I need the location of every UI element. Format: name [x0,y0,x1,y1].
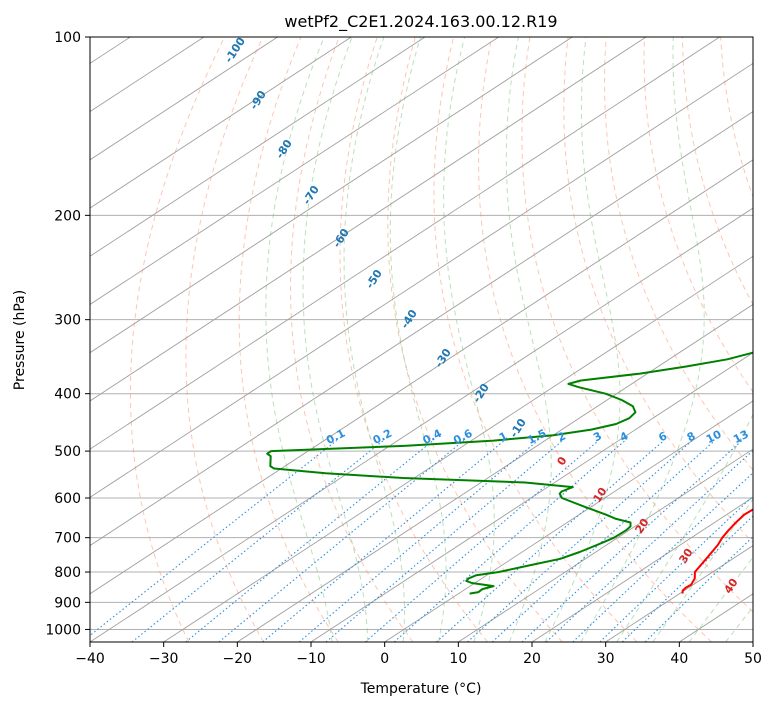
y-tick-label: 100 [54,30,81,46]
y-tick-label: 500 [54,444,81,460]
x-tick-label: −10 [296,651,326,667]
x-tick-label: −20 [223,651,253,667]
y-tick-label: 600 [54,491,81,507]
x-tick-label: 10 [449,651,467,667]
x-tick-label: 30 [597,651,615,667]
y-axis-label: Pressure (hPa) [12,290,28,390]
x-tick-label: 20 [523,651,541,667]
x-tick-label: −30 [149,651,179,667]
y-tick-label: 1000 [45,622,81,638]
y-tick-label: 800 [54,565,81,581]
y-tick-label: 400 [54,387,81,403]
x-tick-label: 40 [670,651,688,667]
x-axis-label: Temperature (°C) [360,681,482,697]
y-tick-label: 300 [54,313,81,329]
x-tick-label: 50 [744,651,762,667]
y-tick-label: 700 [54,531,81,547]
y-tick-label: 900 [54,595,81,611]
y-tick-label: 200 [54,208,81,224]
chart-title: wetPf2_C2E1.2024.163.00.12.R19 [284,12,557,32]
x-tick-label: 0 [380,651,389,667]
x-tick-label: −40 [75,651,105,667]
